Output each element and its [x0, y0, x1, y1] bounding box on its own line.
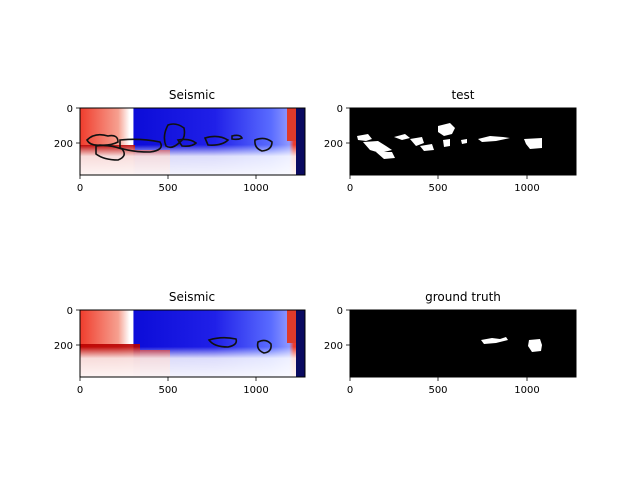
panel-3-ytick-label: 200: [54, 341, 73, 352]
panel-1-axes: [76, 107, 257, 179]
panel-4-title: ground truth: [425, 290, 501, 304]
panel-1-xtick-label: 0: [77, 183, 83, 194]
panel-3-contours: [207, 336, 272, 354]
panel-3-xtick-label: 0: [77, 385, 83, 396]
panel-4-ytick-label: 200: [324, 341, 343, 352]
panel-4-xtick-label: 1000: [514, 385, 539, 396]
panel-4-xtick-label: 0: [347, 385, 353, 396]
panel-2-xtick-label: 0: [347, 183, 353, 194]
panel-2-ytick-label: 0: [337, 104, 343, 115]
panel-1-frame: [79, 107, 306, 176]
panel-4-xtick-label: 500: [428, 385, 447, 396]
panel-1-contours: [86, 123, 273, 161]
panel-4-ytick-label: 0: [337, 306, 343, 317]
panel-1: Seismic 0 500 1000: [54, 88, 306, 194]
panel-3-title: Seismic: [169, 290, 215, 304]
panel-3-xtick-label: 1000: [243, 385, 268, 396]
panel-1-ytick-label: 200: [54, 139, 73, 150]
panel-1-xtick-label: 1000: [243, 183, 268, 194]
panel-2-title: test: [451, 88, 474, 102]
panel-4-mask: [481, 337, 542, 352]
panel-2-mask: [357, 123, 542, 159]
panel-3-axes: [76, 309, 257, 381]
panel-4: ground truth 0 500 1000 0 200: [324, 290, 577, 396]
panel-3-image: [80, 310, 305, 377]
panel-1-xtick-label: 500: [158, 183, 177, 194]
panel-3-frame: [79, 309, 306, 378]
panel-2-frame: [349, 107, 577, 176]
panel-2-ytick-label: 200: [324, 139, 343, 150]
panel-4-frame: [349, 309, 577, 378]
panel-2-xtick-label: 1000: [514, 183, 539, 194]
panel-1-ytick-label: 0: [67, 104, 73, 115]
panel-2-axes: [346, 107, 528, 179]
panel-4-axes: [346, 309, 528, 381]
panel-2-xtick-label: 500: [428, 183, 447, 194]
panel-1-title: Seismic: [169, 88, 215, 102]
panel-3-xtick-label: 500: [158, 385, 177, 396]
panel-2: test 0 500 1000 0 200: [324, 88, 577, 194]
panel-3: Seismic 0 500 1000 0 200: [54, 290, 306, 396]
panel-3-ytick-label: 0: [67, 306, 73, 317]
panel-4-image: [350, 310, 576, 377]
